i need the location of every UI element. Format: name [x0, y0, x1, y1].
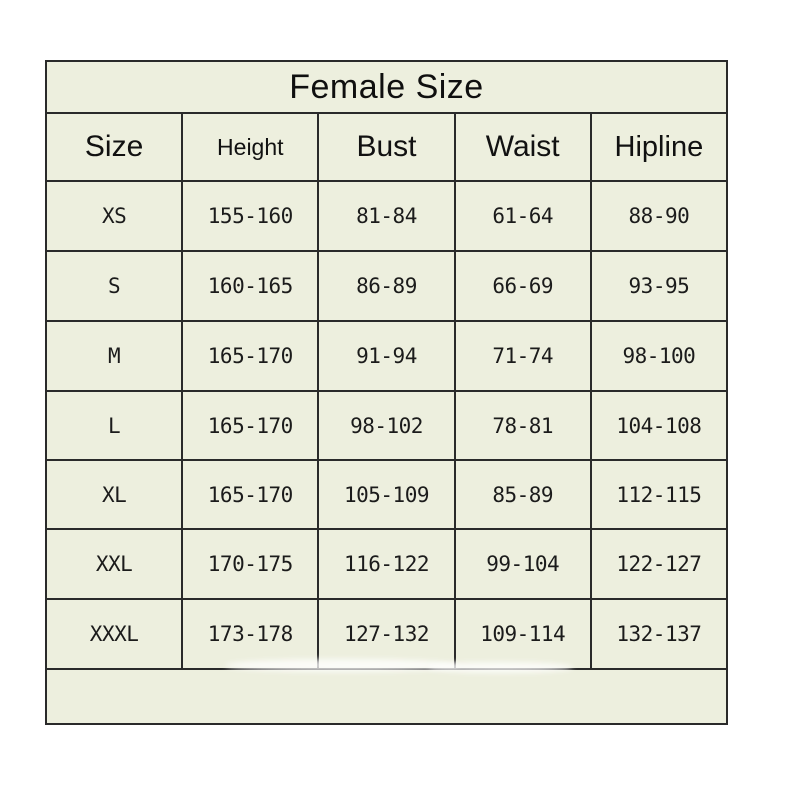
value-cell: 160-165	[183, 252, 318, 320]
value-cell: 91-94	[319, 322, 454, 390]
column-header-waist: Waist	[455, 114, 590, 180]
value-cell: 104-108	[591, 392, 726, 459]
value-cell: 112-115	[591, 461, 726, 528]
value-cell: 98-100	[591, 322, 726, 390]
value-cell: 71-74	[455, 322, 590, 390]
female-size-table: Female Size Size Height Bust Waist Hipli…	[45, 60, 728, 725]
empty-footer-row	[47, 670, 726, 723]
value-cell: 127-132	[319, 600, 454, 668]
column-header-hipline: Hipline	[591, 114, 726, 180]
value-cell: 61-64	[455, 182, 590, 250]
value-cell: 165-170	[183, 461, 318, 528]
value-cell: 122-127	[591, 530, 726, 598]
value-cell: 66-69	[455, 252, 590, 320]
column-header-height: Height	[183, 114, 318, 180]
value-cell: 85-89	[455, 461, 590, 528]
value-cell: 98-102	[319, 392, 454, 459]
value-cell: 86-89	[319, 252, 454, 320]
row-label: M	[47, 322, 182, 390]
column-header-bust: Bust	[319, 114, 454, 180]
row-label: XL	[47, 461, 182, 528]
row-label: XS	[47, 182, 182, 250]
row-label: XXL	[47, 530, 182, 598]
value-cell: 109-114	[455, 600, 590, 668]
value-cell: 170-175	[183, 530, 318, 598]
value-cell: 81-84	[319, 182, 454, 250]
value-cell: 132-137	[591, 600, 726, 668]
row-label: L	[47, 392, 182, 459]
value-cell: 165-170	[183, 322, 318, 390]
row-label: XXXL	[47, 600, 182, 668]
table-title: Female Size	[47, 62, 726, 112]
row-label: S	[47, 252, 182, 320]
value-cell: 93-95	[591, 252, 726, 320]
value-cell: 155-160	[183, 182, 318, 250]
value-cell: 99-104	[455, 530, 590, 598]
value-cell: 88-90	[591, 182, 726, 250]
value-cell: 116-122	[319, 530, 454, 598]
value-cell: 173-178	[183, 600, 318, 668]
column-header-size: Size	[47, 114, 182, 180]
value-cell: 105-109	[319, 461, 454, 528]
value-cell: 78-81	[455, 392, 590, 459]
value-cell: 165-170	[183, 392, 318, 459]
